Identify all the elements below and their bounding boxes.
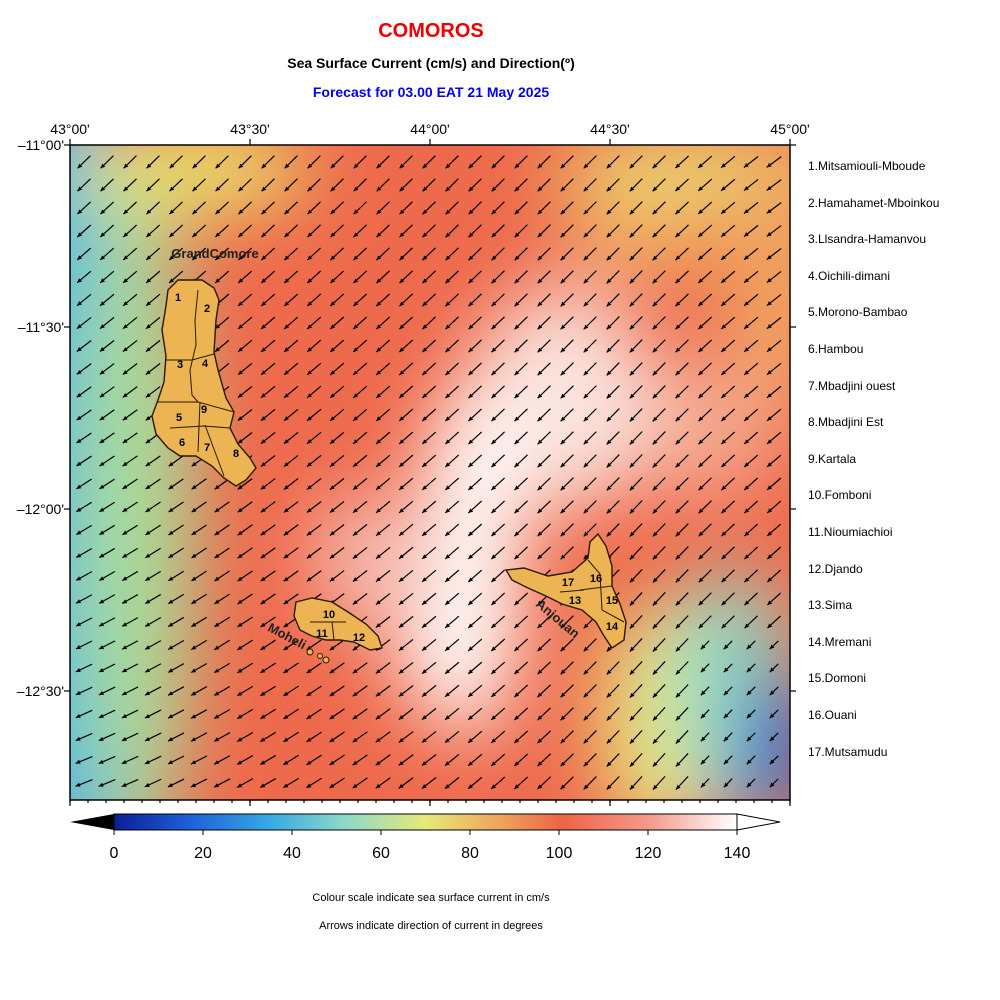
lat-tick-label: –12°00' [17, 501, 64, 517]
region-number: 9 [201, 404, 207, 416]
axis-ticks [64, 139, 796, 806]
legend-item: 12.Djando [808, 561, 863, 576]
colorbar-tick: 40 [283, 845, 301, 862]
legend-item: 4.Oichili-dimani [808, 268, 891, 283]
region-number: 4 [202, 358, 209, 370]
colour-scale-note: Colour scale indicate sea surface curren… [312, 892, 550, 904]
colorbar-tick: 80 [461, 845, 479, 862]
region-number: 13 [569, 595, 581, 607]
colorbar-tick: 0 [110, 845, 119, 862]
colorbar-tick: 60 [372, 845, 390, 862]
legend-item: 8.Mbadjini Est [808, 415, 884, 430]
anjouan-region-numbers: 13 14 15 16 17 [562, 573, 619, 633]
lon-tick-label: 44°30' [590, 121, 629, 137]
region-number: 5 [176, 412, 182, 424]
anjouan-island [504, 532, 627, 649]
colorbar-tick: 20 [194, 845, 212, 862]
grand-comore-island [151, 279, 257, 487]
region-number: 12 [353, 632, 365, 644]
legend-item: 2.Hamahamet-Mboinkou [808, 195, 940, 210]
region-number: 16 [590, 573, 602, 585]
legend-item: 5.Morono-Bambao [808, 305, 908, 320]
lon-tick-label: 45°00' [770, 121, 809, 137]
current-speed-field [70, 145, 790, 800]
colorbar-labels: 0 20 40 60 80 100 120 140 [110, 845, 751, 862]
region-number: 10 [323, 609, 335, 621]
colorbar-tick: 100 [546, 845, 573, 862]
lat-tick-label: –11°00' [18, 137, 64, 153]
legend-item: 9.Kartala [808, 451, 857, 466]
region-number: 1 [175, 292, 181, 304]
latitude-labels: –11°00' –11°30' –12°00' –12°30' [17, 137, 64, 699]
region-number: 11 [316, 628, 328, 640]
grand-comore-label: GrandComore [171, 246, 258, 261]
forecast-time: Forecast for 03.00 EAT 21 May 2025 [312, 84, 550, 100]
lon-tick-label: 44°00' [410, 121, 449, 137]
legend-item: 16.Ouani [808, 707, 857, 722]
legend-item: 15.Domoni [808, 671, 867, 686]
legend-item: 6.Hambou [808, 341, 864, 356]
region-number: 17 [562, 577, 574, 589]
region-number: 14 [606, 621, 619, 633]
lon-tick-label: 43°00' [50, 121, 89, 137]
legend-item: 10.Fomboni [808, 488, 872, 503]
region-number: 15 [606, 595, 618, 607]
region-number: 7 [204, 442, 210, 454]
legend-item: 17.Mutsamudu [808, 744, 888, 759]
moheli-region-numbers: 10 11 12 [316, 609, 365, 644]
colorbar: 0 20 40 60 80 100 120 140 [70, 813, 781, 862]
colorbar-tick: 120 [635, 845, 662, 862]
moheli-islets [306, 648, 330, 664]
longitude-labels: 43°00' 43°30' 44°00' 44°30' 45°00' [50, 121, 809, 137]
region-number: 3 [177, 359, 183, 371]
map-title: COMOROS [378, 20, 484, 42]
legend-item: 1.Mitsamiouli-Mboude [808, 159, 926, 173]
district-legend: 1.Mitsamiouli-Mboude 2.Hamahamet-Mboinko… [808, 158, 939, 780]
legend-item: 11.Nioumiachioi [808, 524, 893, 539]
lon-tick-label: 43°30' [230, 121, 269, 137]
lat-tick-label: –11°30' [18, 319, 64, 335]
lat-tick-label: –12°30' [17, 683, 64, 699]
arrows-note: Arrows indicate direction of current in … [319, 920, 543, 932]
colorbar-tick: 140 [724, 845, 751, 862]
region-number: 6 [179, 437, 185, 449]
region-number: 8 [233, 448, 239, 460]
legend-item: 14.Mremani [808, 634, 872, 649]
legend-item: 7.Mbadjini ouest [808, 378, 896, 393]
region-number: 2 [204, 303, 210, 315]
legend-item: 13.Sima [808, 598, 853, 613]
map-subtitle: Sea Surface Current (cm/s) and Direction… [287, 55, 575, 71]
legend-item: 3.Llsandra-Hamanvou [808, 232, 927, 247]
grand-comore-region-numbers: 1 2 3 4 5 6 7 8 9 [175, 292, 239, 460]
moheli-island [293, 597, 383, 651]
